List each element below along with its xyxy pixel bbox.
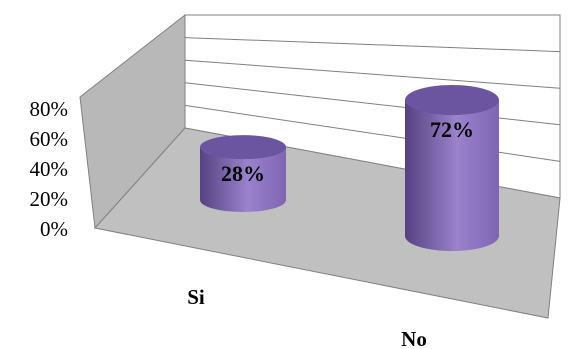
y-tick-label-1: 20% <box>30 187 69 211</box>
bars: 28% 72% <box>200 85 499 251</box>
data-label: 72% <box>430 117 474 142</box>
y-tick-label-4: 80% <box>30 97 69 121</box>
bar-no: 72% <box>405 85 499 251</box>
gridline <box>184 59 561 89</box>
gridline <box>184 37 561 53</box>
y-tick-label-3: 60% <box>30 127 69 151</box>
bar-body <box>200 147 286 212</box>
bar-top <box>200 135 286 160</box>
x-category-label-no: No <box>401 327 427 349</box>
y-tick-label-0: 0% <box>40 217 68 241</box>
data-label: 28% <box>221 161 265 186</box>
bar-top <box>405 85 499 115</box>
bar-body <box>405 100 499 251</box>
x-category-label-si: Si <box>187 285 205 309</box>
y-axis: 0% 20% 40% 60% 80% <box>30 97 69 241</box>
y-tick-label-2: 40% <box>30 157 69 181</box>
bar-si: 28% <box>200 135 286 212</box>
